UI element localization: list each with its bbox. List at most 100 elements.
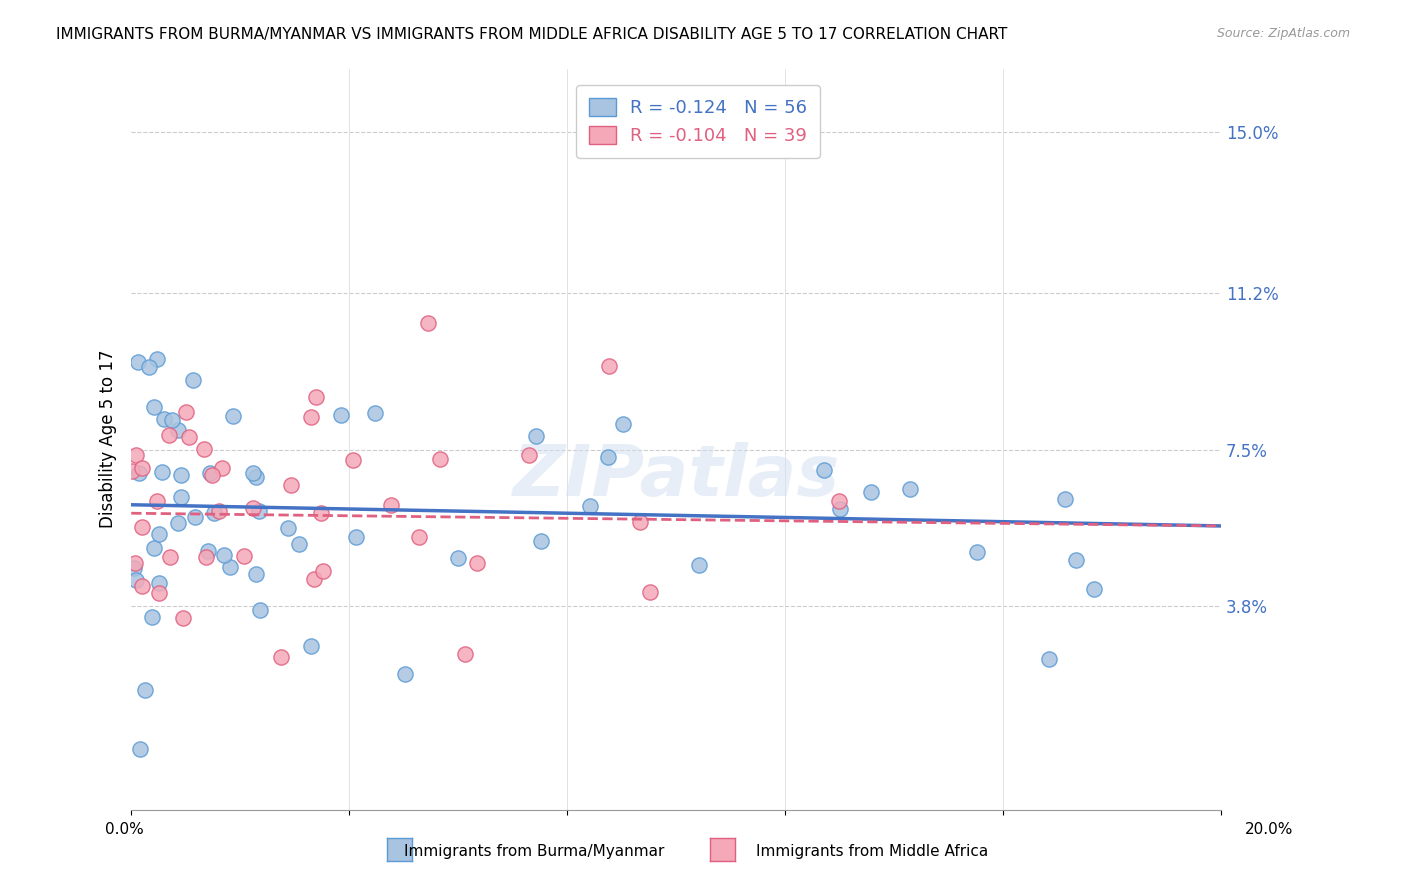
Point — [143, 541, 166, 555]
Point — [148, 527, 170, 541]
Point — [302, 573, 325, 587]
Point — [150, 465, 173, 479]
Point — [280, 478, 302, 492]
Point — [221, 409, 243, 423]
Text: Immigrants from Middle Africa: Immigrants from Middle Africa — [755, 845, 988, 859]
Point — [233, 549, 256, 564]
Point — [579, 499, 602, 513]
Point — [169, 467, 191, 482]
Point — [197, 544, 219, 558]
Point — [138, 360, 160, 375]
Point — [966, 545, 988, 559]
Point — [1064, 552, 1087, 566]
Point — [125, 573, 148, 587]
Point — [598, 359, 620, 373]
Point — [146, 494, 169, 508]
Legend: R = -0.124   N = 56, R = -0.104   N = 39: R = -0.124 N = 56, R = -0.104 N = 39 — [576, 85, 820, 158]
Point — [598, 450, 620, 464]
Point — [1038, 652, 1060, 666]
Text: IMMIGRANTS FROM BURMA/MYANMAR VS IMMIGRANTS FROM MIDDLE AFRICA DISABILITY AGE 5 : IMMIGRANTS FROM BURMA/MYANMAR VS IMMIGRA… — [56, 27, 1008, 42]
Point — [141, 609, 163, 624]
Point — [160, 413, 183, 427]
Point — [211, 461, 233, 475]
Point — [429, 452, 451, 467]
Point — [167, 516, 190, 530]
Point — [194, 550, 217, 565]
Point — [380, 498, 402, 512]
Point — [813, 463, 835, 477]
Point — [688, 558, 710, 573]
Point — [167, 423, 190, 437]
Point — [249, 603, 271, 617]
Point — [830, 502, 852, 516]
Point — [174, 405, 197, 419]
Point — [1083, 582, 1105, 596]
Point — [408, 530, 430, 544]
Point — [200, 466, 222, 480]
Point — [612, 417, 634, 431]
Point — [270, 649, 292, 664]
Point — [859, 484, 882, 499]
Text: ZIPatlas: ZIPatlas — [512, 442, 839, 510]
Point — [342, 453, 364, 467]
Point — [202, 506, 225, 520]
Point — [145, 352, 167, 367]
Point — [638, 584, 661, 599]
Point — [148, 576, 170, 591]
Point — [122, 561, 145, 575]
Point — [242, 467, 264, 481]
Point — [288, 537, 311, 551]
Point — [465, 556, 488, 570]
Point — [172, 611, 194, 625]
Point — [152, 411, 174, 425]
Point — [828, 493, 851, 508]
Point — [201, 468, 224, 483]
Point — [245, 470, 267, 484]
Point — [208, 503, 231, 517]
Point — [157, 427, 180, 442]
Point — [299, 409, 322, 424]
Point — [184, 509, 207, 524]
Point — [454, 647, 477, 661]
Point — [124, 556, 146, 570]
Point — [242, 501, 264, 516]
Point — [183, 373, 205, 387]
Point — [218, 559, 240, 574]
Text: Source: ZipAtlas.com: Source: ZipAtlas.com — [1216, 27, 1350, 40]
Point — [170, 490, 193, 504]
Point — [125, 448, 148, 462]
Point — [277, 521, 299, 535]
Point — [127, 354, 149, 368]
Point — [148, 586, 170, 600]
Text: Immigrants from Burma/Myanmar: Immigrants from Burma/Myanmar — [404, 845, 665, 859]
Point — [447, 550, 470, 565]
Point — [128, 466, 150, 480]
Point — [131, 578, 153, 592]
Point — [143, 400, 166, 414]
Point — [416, 316, 439, 330]
Point — [131, 520, 153, 534]
Point — [159, 549, 181, 564]
Y-axis label: Disability Age 5 to 17: Disability Age 5 to 17 — [100, 350, 117, 528]
Point — [193, 442, 215, 456]
Point — [247, 503, 270, 517]
Point — [177, 430, 200, 444]
Point — [530, 533, 553, 548]
Point — [311, 506, 333, 520]
Text: 0.0%: 0.0% — [105, 822, 145, 837]
Point — [394, 667, 416, 681]
Point — [214, 548, 236, 562]
Point — [131, 461, 153, 475]
Point — [1054, 491, 1077, 506]
Point — [329, 409, 352, 423]
Point — [628, 515, 651, 529]
Point — [129, 742, 152, 756]
Point — [898, 482, 921, 496]
Point — [134, 683, 156, 698]
Text: 20.0%: 20.0% — [1246, 822, 1294, 837]
Point — [517, 448, 540, 462]
Point — [363, 406, 385, 420]
Point — [312, 564, 335, 578]
Point — [524, 429, 547, 443]
Point — [299, 639, 322, 653]
